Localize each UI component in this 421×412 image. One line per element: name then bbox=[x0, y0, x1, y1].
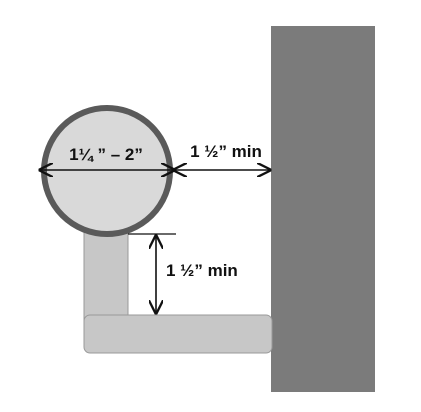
support-clearance-label: 1 ½” min bbox=[166, 261, 238, 280]
handrail-cross-section bbox=[41, 105, 173, 237]
wall bbox=[271, 26, 375, 392]
wall-clearance-label: 1 ½” min bbox=[190, 142, 262, 161]
diameter-label: 1¼ ” – 2” bbox=[69, 145, 143, 164]
bracket-arm bbox=[83, 314, 273, 354]
